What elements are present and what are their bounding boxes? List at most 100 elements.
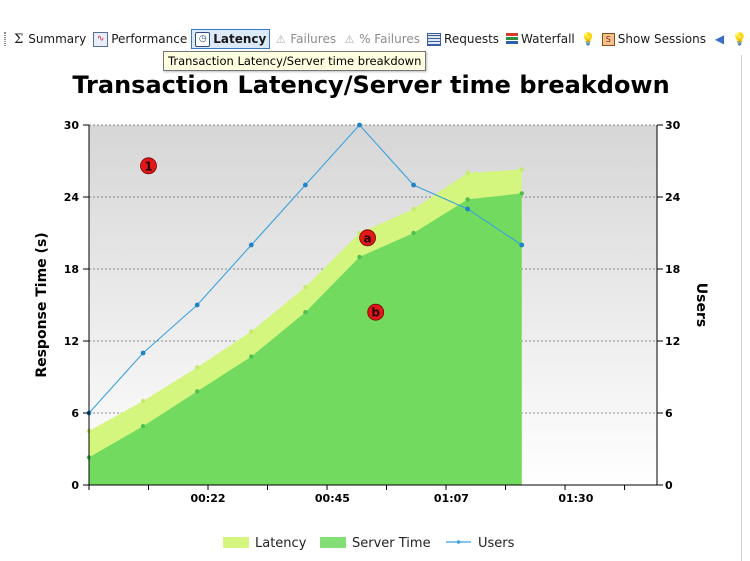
y2-axis-ticks: 0 6 12 18 24 30 <box>657 119 681 492</box>
point-users-2 <box>194 302 200 308</box>
point-server-time-6 <box>411 230 416 236</box>
requests-label: Requests <box>444 32 500 46</box>
point-latency-3 <box>249 329 254 334</box>
point-users-7 <box>465 206 471 212</box>
summary-button[interactable]: Σ Summary <box>9 29 89 49</box>
performance-chart-icon: ∿ <box>93 31 109 47</box>
percent-failures-icon: ⚠ <box>344 32 355 46</box>
annotations: 1 a b <box>140 157 385 321</box>
legend-label-server-time: Server Time <box>352 536 431 551</box>
latency-button[interactable]: ◷ Latency <box>191 29 271 49</box>
failures-button[interactable]: ⚠ Failures <box>271 29 339 49</box>
warning-triangle-icon: ⚠ <box>275 32 286 46</box>
point-users-3 <box>248 242 254 248</box>
back-arrow-icon: ◀ <box>714 31 725 46</box>
y-tick-label-24: 24 <box>64 191 80 204</box>
annotation-marker-1: 1 <box>140 157 157 175</box>
point-users-6 <box>411 182 416 188</box>
lightbulb-icon: 💡 <box>732 31 747 46</box>
y2-tick-label-18: 18 <box>665 263 680 276</box>
performance-button[interactable]: ∿ Performance <box>90 29 190 49</box>
y2-tick-label-12: 12 <box>665 335 680 348</box>
summary-label: Summary <box>28 32 87 46</box>
legend-swatch-latency <box>223 537 249 548</box>
percent-failures-button[interactable]: ⚠ % Failures <box>340 29 423 49</box>
annotation-label-1: 1 <box>144 159 152 173</box>
tooltip: Transaction Latency/Server time breakdow… <box>163 51 427 71</box>
show-sessions-button[interactable]: S Show Sessions <box>599 29 709 49</box>
x-tick-label-01-07: 01:07 <box>434 492 469 505</box>
legend-item-users[interactable]: Users <box>446 536 515 551</box>
requests-table-icon <box>427 32 442 46</box>
y-tick-label-30: 30 <box>64 119 80 132</box>
y-tick-label-6: 6 <box>71 407 79 420</box>
x-tick-label-00-45: 00:45 <box>315 492 350 505</box>
point-server-time-1 <box>140 424 146 429</box>
axes <box>88 125 658 486</box>
annotation-marker-a: a <box>359 229 376 247</box>
series-areas <box>86 167 524 485</box>
lightbulb-icon: 💡 <box>580 31 596 46</box>
point-server-time-5 <box>357 254 362 260</box>
y-tick-label-12: 12 <box>64 335 79 348</box>
panel-divider <box>741 55 742 561</box>
show-sessions-label: Show Sessions <box>617 32 706 46</box>
point-latency-6 <box>411 206 416 212</box>
y2-tick-label-0: 0 <box>665 479 673 492</box>
point-users-5 <box>357 122 362 128</box>
y2-tick-label-6: 6 <box>665 407 673 420</box>
waterfall-button[interactable]: Waterfall <box>503 29 578 49</box>
legend-label-latency: Latency <box>255 536 307 551</box>
y2-tick-label-30: 30 <box>665 119 681 132</box>
annotation-marker-b: b <box>367 303 385 321</box>
annotation-circle-a <box>359 229 376 247</box>
y-axis-label: Response Time (s) <box>34 232 50 377</box>
annotation-label-a: a <box>364 231 372 245</box>
point-latency-8 <box>519 167 524 172</box>
chart-title: Transaction Latency/Server time breakdow… <box>72 71 669 99</box>
point-users-1 <box>140 350 146 356</box>
latency-clock-icon: ◷ <box>195 31 211 47</box>
annotation-circle-1 <box>140 157 157 175</box>
sigma-icon: Σ <box>14 31 24 47</box>
legend-swatch-server-time <box>320 537 346 548</box>
point-server-time-2 <box>194 389 200 394</box>
y2-axis-label: Users <box>693 283 709 327</box>
point-users-4 <box>302 182 308 188</box>
legend: Latency Server Time Users <box>223 536 515 551</box>
percent-failures-label: % Failures <box>359 32 421 46</box>
report-toolbar: Σ Summary ∿ Performance ◷ Latency ⚠ Fail… <box>0 28 750 50</box>
point-server-time-8 <box>519 191 524 196</box>
series-lines <box>86 122 525 416</box>
waterfall-label: Waterfall <box>521 32 575 46</box>
latency-chart: Transaction Latency/Server time breakdow… <box>34 71 709 551</box>
y-axis-ticks: 0 6 12 18 24 30 <box>64 119 89 492</box>
point-server-time-3 <box>249 354 254 359</box>
x-tick-label-01-30: 01:30 <box>558 492 593 505</box>
point-latency-2 <box>194 365 200 370</box>
annotation-circle-b <box>367 303 385 321</box>
point-latency-7 <box>465 170 470 176</box>
requests-button[interactable]: Requests <box>424 29 502 49</box>
tips-button[interactable]: 💡 <box>579 29 598 49</box>
y2-tick-label-24: 24 <box>665 191 681 204</box>
point-server-time-4 <box>303 310 308 315</box>
latency-label: Latency <box>213 32 267 46</box>
point-latency-4 <box>303 284 308 290</box>
performance-label: Performance <box>111 32 188 46</box>
toolbar-grip[interactable] <box>4 32 7 46</box>
legend-item-latency[interactable]: Latency <box>223 536 307 551</box>
point-users-8 <box>519 242 525 248</box>
legend-label-users: Users <box>478 536 515 551</box>
point-server-time-7 <box>465 197 470 202</box>
legend-item-server-time[interactable]: Server Time <box>320 536 431 551</box>
hint-button[interactable]: 💡 <box>730 29 749 49</box>
legend-marker-users <box>456 540 461 544</box>
x-tick-label-00-22: 00:22 <box>191 492 226 505</box>
point-latency-1 <box>140 398 146 404</box>
y-tick-label-18: 18 <box>64 263 79 276</box>
back-button[interactable]: ◀ <box>710 29 729 49</box>
annotation-label-b: b <box>371 306 380 320</box>
sessions-icon: S <box>601 32 615 46</box>
failures-label: Failures <box>290 32 337 46</box>
